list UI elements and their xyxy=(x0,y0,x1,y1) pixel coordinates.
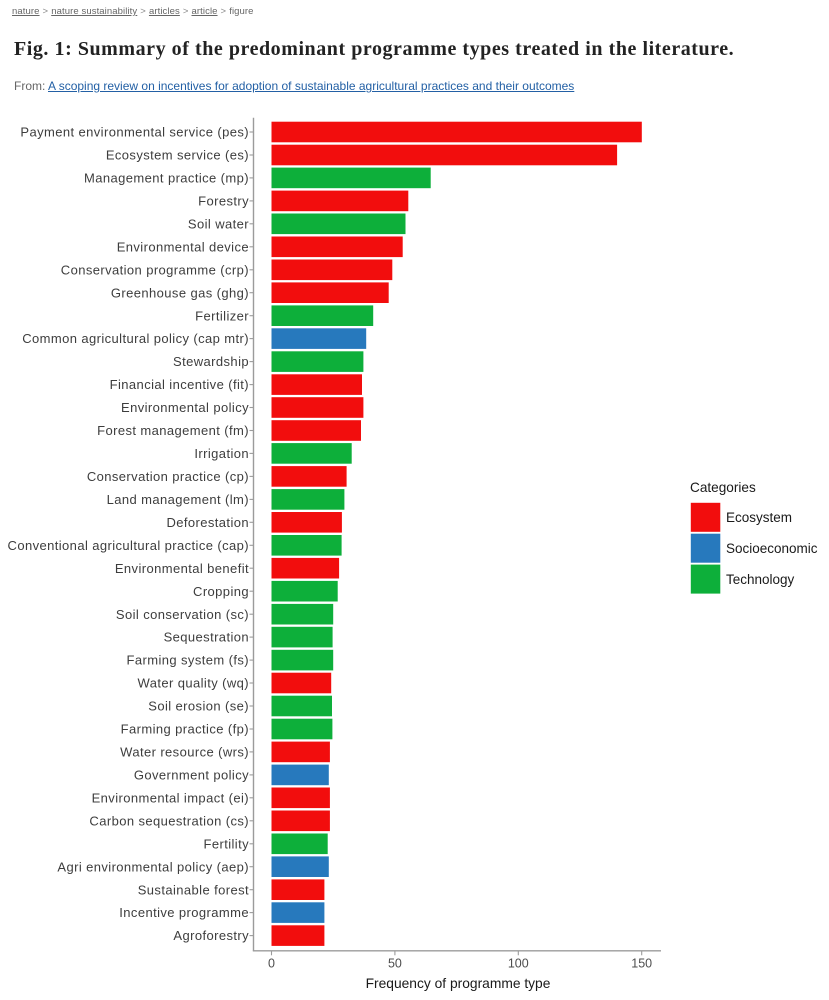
svg-text:Cropping: Cropping xyxy=(193,584,249,599)
svg-text:Soil water: Soil water xyxy=(188,216,249,231)
svg-text:Environmental benefit: Environmental benefit xyxy=(115,561,249,576)
svg-text:Agri environmental policy (aep: Agri environmental policy (aep) xyxy=(57,859,249,874)
svg-text:Conventional agricultural prac: Conventional agricultural practice (cap) xyxy=(8,538,249,553)
svg-text:Financial incentive (fit): Financial incentive (fit) xyxy=(110,377,249,392)
svg-text:Ecosystem service (es): Ecosystem service (es) xyxy=(106,148,249,163)
svg-text:Agroforestry: Agroforestry xyxy=(173,928,249,943)
svg-text:Conservation practice (cp): Conservation practice (cp) xyxy=(87,469,249,484)
svg-text:Environmental impact (ei): Environmental impact (ei) xyxy=(92,790,249,805)
svg-text:Government policy: Government policy xyxy=(134,768,249,783)
svg-text:Farming practice (fp): Farming practice (fp) xyxy=(121,722,249,737)
svg-text:Carbon sequestration (cs): Carbon sequestration (cs) xyxy=(89,813,249,828)
svg-text:Forest management (fm): Forest management (fm) xyxy=(97,423,249,438)
svg-text:Incentive programme: Incentive programme xyxy=(119,905,249,920)
svg-text:Technology: Technology xyxy=(726,572,795,587)
svg-text:Sustainable forest: Sustainable forest xyxy=(138,882,249,897)
svg-text:Payment environmental service: Payment environmental service (pes) xyxy=(20,125,249,140)
svg-text:Socioeconomic: Socioeconomic xyxy=(726,541,818,556)
svg-text:0: 0 xyxy=(268,957,275,971)
svg-text:Conservation programme (crp): Conservation programme (crp) xyxy=(61,262,249,277)
svg-text:Stewardship: Stewardship xyxy=(173,354,249,369)
svg-text:Forestry: Forestry xyxy=(198,194,249,209)
svg-text:Fertility: Fertility xyxy=(204,836,250,851)
svg-text:Ecosystem: Ecosystem xyxy=(726,510,792,525)
svg-text:Management practice (mp): Management practice (mp) xyxy=(84,171,249,186)
svg-text:Irrigation: Irrigation xyxy=(194,446,249,461)
svg-text:Sequestration: Sequestration xyxy=(164,630,249,645)
svg-text:Water quality (wq): Water quality (wq) xyxy=(138,676,249,691)
svg-text:Environmental device: Environmental device xyxy=(117,239,249,254)
svg-text:Frequency of programme type: Frequency of programme type xyxy=(366,976,551,991)
svg-text:Common agricultural policy (ca: Common agricultural policy (cap mtr) xyxy=(22,331,249,346)
svg-text:Soil erosion (se): Soil erosion (se) xyxy=(148,699,249,714)
svg-text:Greenhouse gas (ghg): Greenhouse gas (ghg) xyxy=(111,285,249,300)
svg-text:Categories: Categories xyxy=(690,480,756,495)
svg-text:50: 50 xyxy=(388,957,402,971)
svg-text:Land management (lm): Land management (lm) xyxy=(107,492,249,507)
svg-text:100: 100 xyxy=(508,957,529,971)
svg-text:Fertilizer: Fertilizer xyxy=(195,308,249,323)
svg-text:Farming system (fs): Farming system (fs) xyxy=(127,653,249,668)
svg-text:150: 150 xyxy=(631,957,652,971)
svg-text:Deforestation: Deforestation xyxy=(166,515,249,530)
svg-text:Soil conservation (sc): Soil conservation (sc) xyxy=(116,607,249,622)
svg-text:Water resource (wrs): Water resource (wrs) xyxy=(120,745,249,760)
svg-text:Environmental policy: Environmental policy xyxy=(121,400,249,415)
